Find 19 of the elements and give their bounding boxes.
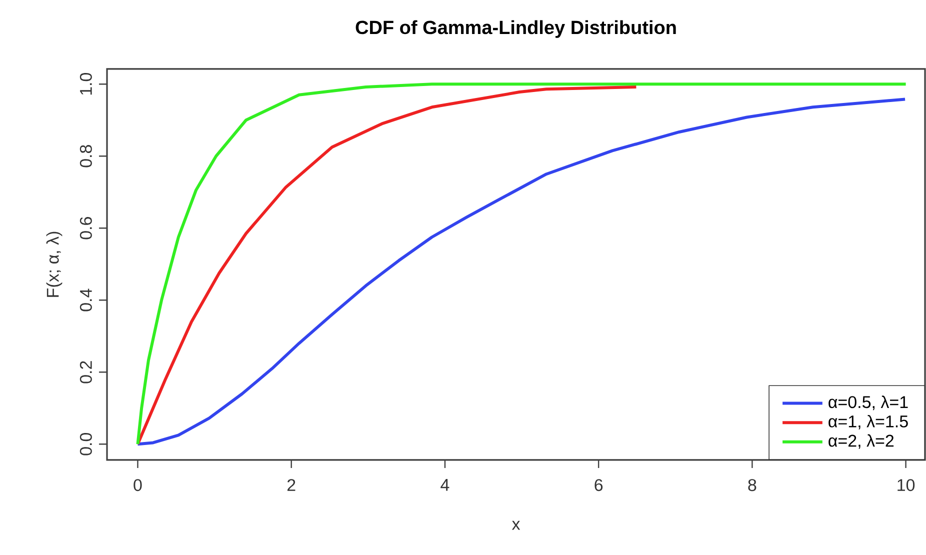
y-tick-label: 0.8 (80, 145, 92, 168)
x-tick-label: 10 (898, 479, 915, 492)
x-tick-label: 0 (134, 479, 142, 492)
x-axis-title: x (512, 520, 520, 530)
y-tick-label: 1.0 (80, 72, 92, 95)
x-tick-label: 8 (748, 479, 756, 492)
chart-title: CDF of Gamma-Lindley Distribution (356, 20, 676, 38)
y-tick-label: 0.2 (80, 361, 92, 384)
y-axis-title: F(x; α, λ) (46, 232, 62, 297)
x-tick-label: 2 (287, 479, 296, 491)
x-tick-label: 6 (594, 479, 603, 492)
x-tick-label: 4 (440, 479, 450, 491)
y-tick-label: 0.6 (80, 217, 92, 240)
y-tick-label: 0.4 (80, 288, 92, 312)
legend-label: α=0.5, λ=1 (828, 396, 908, 410)
y-tick-label: 0.0 (80, 433, 92, 456)
legend-label: α=1, λ=1.5 (828, 414, 908, 430)
line-series (136, 85, 638, 446)
legend-label: α=2, λ=2 (828, 434, 894, 449)
